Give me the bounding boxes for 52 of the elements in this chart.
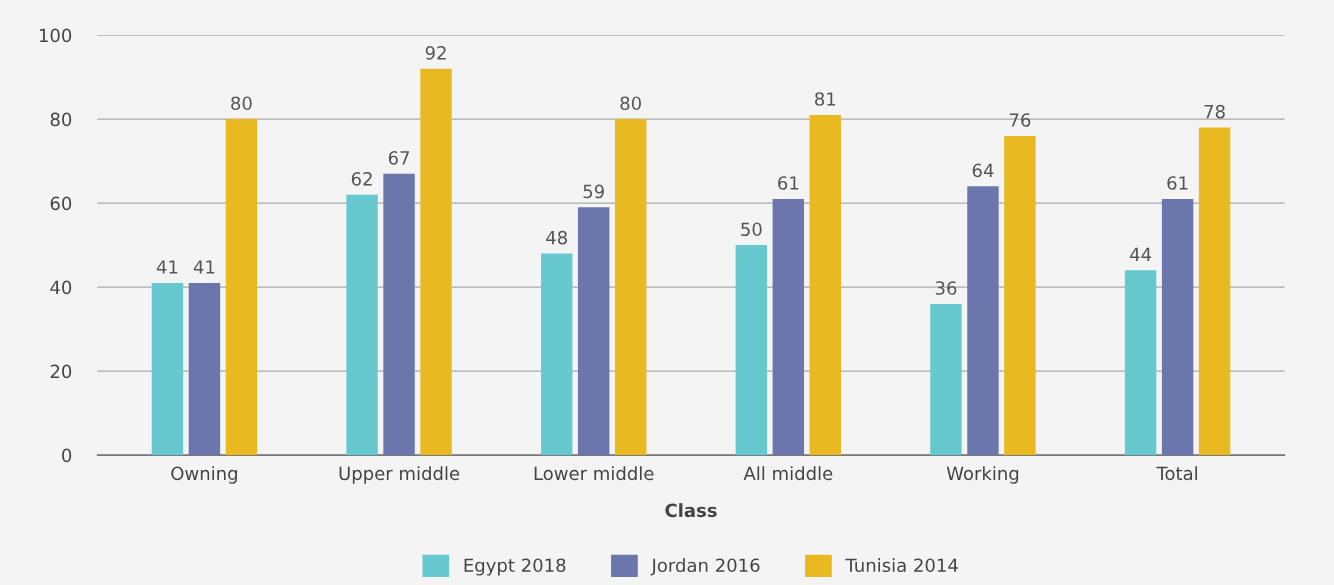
- data-label: 76: [1009, 113, 1031, 127]
- bar: [809, 114, 842, 456]
- x-tick-label: Total: [1156, 466, 1197, 481]
- data-label: 61: [778, 176, 799, 190]
- bar: [577, 207, 610, 456]
- legend-label: Tunisia 2014: [845, 558, 958, 573]
- bar: [1004, 135, 1036, 456]
- x-tick-label: Owning: [171, 466, 237, 484]
- data-label: 61: [1167, 176, 1188, 190]
- x-axis-title: Class: [665, 503, 717, 518]
- bar: [151, 282, 184, 456]
- data-label: 62: [351, 172, 372, 186]
- y-tick-label: 100: [39, 28, 72, 43]
- data-label: 80: [620, 96, 641, 111]
- bar: [930, 303, 962, 456]
- data-label: 80: [231, 96, 252, 111]
- y-tick-label: 60: [50, 196, 72, 211]
- data-label: 36: [935, 281, 957, 295]
- y-tick-label: 0: [62, 448, 72, 463]
- legend-label: Jordan 2016: [650, 558, 760, 576]
- y-tick-label: 40: [50, 280, 72, 295]
- bar: [772, 198, 805, 456]
- bar: [383, 173, 415, 456]
- data-label: 41: [156, 260, 178, 274]
- x-tick-label: Working: [946, 466, 1019, 484]
- bar: [188, 282, 221, 456]
- data-label: 78: [1204, 104, 1225, 119]
- legend-label: Egypt 2018: [464, 558, 566, 576]
- bar: [1161, 198, 1194, 456]
- data-label: 44: [1130, 247, 1152, 262]
- bar: [735, 245, 768, 456]
- bar: [614, 119, 647, 456]
- data-label: 50: [741, 222, 762, 237]
- data-label: 81: [815, 92, 836, 106]
- data-label: 67: [388, 151, 410, 165]
- data-label: 59: [583, 184, 604, 199]
- bar: [1198, 127, 1231, 456]
- x-tick-label: Upper middle: [339, 466, 460, 484]
- x-tick-label: All middle: [743, 466, 833, 481]
- bar: [541, 253, 573, 456]
- x-tick-label: Lower middle: [534, 466, 654, 481]
- y-tick-label: 80: [50, 112, 72, 127]
- data-label: 41: [193, 260, 215, 274]
- data-label: 48: [546, 230, 567, 245]
- data-label: 64: [972, 163, 994, 178]
- bar: [346, 194, 378, 456]
- bar: [1124, 270, 1157, 456]
- bar: [420, 68, 452, 456]
- bar: [967, 186, 999, 456]
- y-tick-label: 20: [50, 364, 72, 379]
- data-label: 92: [425, 45, 446, 60]
- bar: [225, 119, 258, 456]
